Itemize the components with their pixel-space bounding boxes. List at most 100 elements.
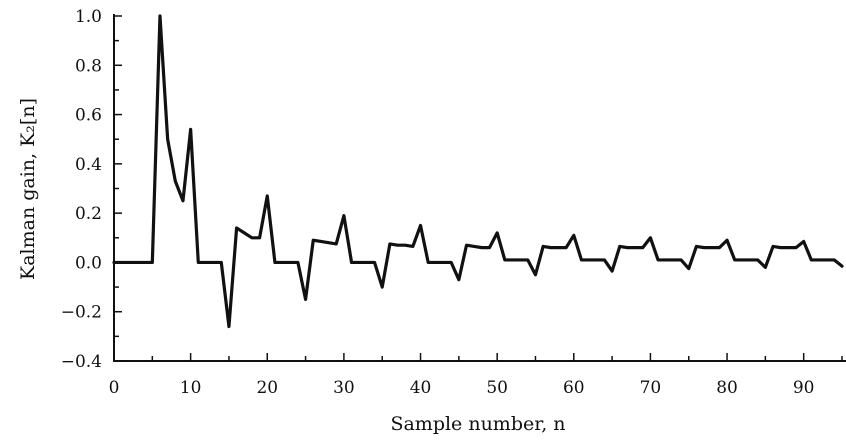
data-point xyxy=(220,261,223,264)
data-point xyxy=(304,298,307,301)
x-tick-label: 30 xyxy=(333,378,355,398)
data-point xyxy=(664,259,667,261)
data-point xyxy=(465,244,468,246)
data-point xyxy=(182,200,184,202)
data-point xyxy=(128,261,131,264)
data-point xyxy=(833,259,836,261)
data-point xyxy=(542,245,544,248)
y-tick-label: 0.6 xyxy=(75,106,102,126)
data-point xyxy=(442,261,445,264)
y-tick-label: −0.2 xyxy=(61,303,102,323)
data-point xyxy=(266,195,269,197)
x-tick-label: 90 xyxy=(793,378,815,398)
data-point xyxy=(649,236,652,239)
data-point xyxy=(350,261,353,264)
data-point xyxy=(458,278,460,281)
data-point xyxy=(312,239,315,242)
data-point xyxy=(327,241,330,244)
data-point xyxy=(718,246,721,249)
data-point xyxy=(772,245,774,248)
data-point xyxy=(235,227,238,229)
data-point xyxy=(427,261,429,264)
data-point xyxy=(496,232,498,234)
data-point xyxy=(787,246,790,249)
x-tick-label: 80 xyxy=(716,378,738,398)
data-point xyxy=(381,286,384,288)
data-point xyxy=(550,246,552,249)
data-point xyxy=(710,246,713,249)
data-point xyxy=(366,261,368,264)
data-point xyxy=(228,325,230,328)
data-point xyxy=(335,243,338,245)
data-point xyxy=(373,261,376,264)
data-point xyxy=(756,259,759,261)
data-point xyxy=(450,261,452,264)
axes xyxy=(113,14,846,362)
data-point xyxy=(159,15,161,17)
data-point xyxy=(810,259,813,261)
data-point xyxy=(657,259,659,261)
data-point xyxy=(274,261,276,264)
data-point xyxy=(634,246,636,249)
data-point xyxy=(136,261,138,264)
data-point xyxy=(251,236,253,239)
data-point xyxy=(825,259,828,261)
data-point xyxy=(151,261,154,264)
y-tick-label: 1.0 xyxy=(75,7,102,27)
data-point xyxy=(473,245,475,248)
x-tick-label: 20 xyxy=(256,378,278,398)
data-point xyxy=(205,261,207,264)
data-point xyxy=(396,244,399,246)
data-point xyxy=(641,246,644,249)
x-tick-label: 70 xyxy=(640,378,662,398)
data-point xyxy=(572,234,575,237)
y-tick-label: 0.0 xyxy=(75,253,102,273)
data-point xyxy=(611,270,613,272)
data-point xyxy=(695,245,698,248)
data-point xyxy=(726,239,728,242)
data-point xyxy=(174,180,177,182)
data-point xyxy=(733,259,736,261)
x-tick-label: 0 xyxy=(109,378,120,398)
data-point xyxy=(527,259,529,261)
data-point xyxy=(795,246,797,249)
y-tick-label: −0.4 xyxy=(61,352,102,372)
data-point xyxy=(488,246,491,249)
data-point xyxy=(818,259,820,261)
data-point xyxy=(258,236,261,239)
data-point xyxy=(703,246,705,249)
data-point xyxy=(557,246,560,249)
data-point xyxy=(389,243,391,245)
series-line-0 xyxy=(112,14,844,329)
ticks: −0.4 −0.2 0.0 0.2 0.4 0.6 0.8 1.0 0 10 20 30 40 50 60 7… xyxy=(61,7,843,398)
data-point xyxy=(680,259,682,261)
x-tick-label: 60 xyxy=(563,378,585,398)
data-point xyxy=(779,246,782,249)
data-point xyxy=(212,261,215,264)
data-point xyxy=(841,265,843,267)
data-point xyxy=(534,273,537,276)
y-tick-label: 0.2 xyxy=(75,204,102,224)
data-point xyxy=(603,259,606,261)
data-point xyxy=(802,240,805,243)
y-axis-label: Kalman gain, K₂[n] xyxy=(17,98,39,280)
data-point xyxy=(189,128,192,131)
data-point xyxy=(297,261,299,264)
data-point xyxy=(166,138,169,141)
x-axis-label: Sample number, n xyxy=(390,413,565,435)
data-point xyxy=(626,246,629,249)
data-point xyxy=(511,259,514,261)
data-point xyxy=(320,240,322,243)
data-point xyxy=(404,244,407,246)
y-tick-label: 0.8 xyxy=(75,56,102,76)
x-tick-label: 10 xyxy=(180,378,202,398)
data-point xyxy=(289,261,292,264)
data-point xyxy=(588,259,590,261)
data-point xyxy=(113,261,115,264)
data-point xyxy=(343,214,345,217)
data-point xyxy=(519,259,521,261)
data-point xyxy=(481,246,483,249)
y-tick-label: 0.4 xyxy=(75,155,102,175)
data-point xyxy=(143,261,146,264)
data-point xyxy=(580,259,583,261)
